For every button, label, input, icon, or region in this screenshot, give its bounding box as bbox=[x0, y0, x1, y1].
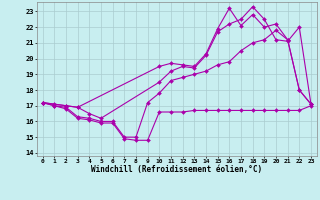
X-axis label: Windchill (Refroidissement éolien,°C): Windchill (Refroidissement éolien,°C) bbox=[91, 165, 262, 174]
